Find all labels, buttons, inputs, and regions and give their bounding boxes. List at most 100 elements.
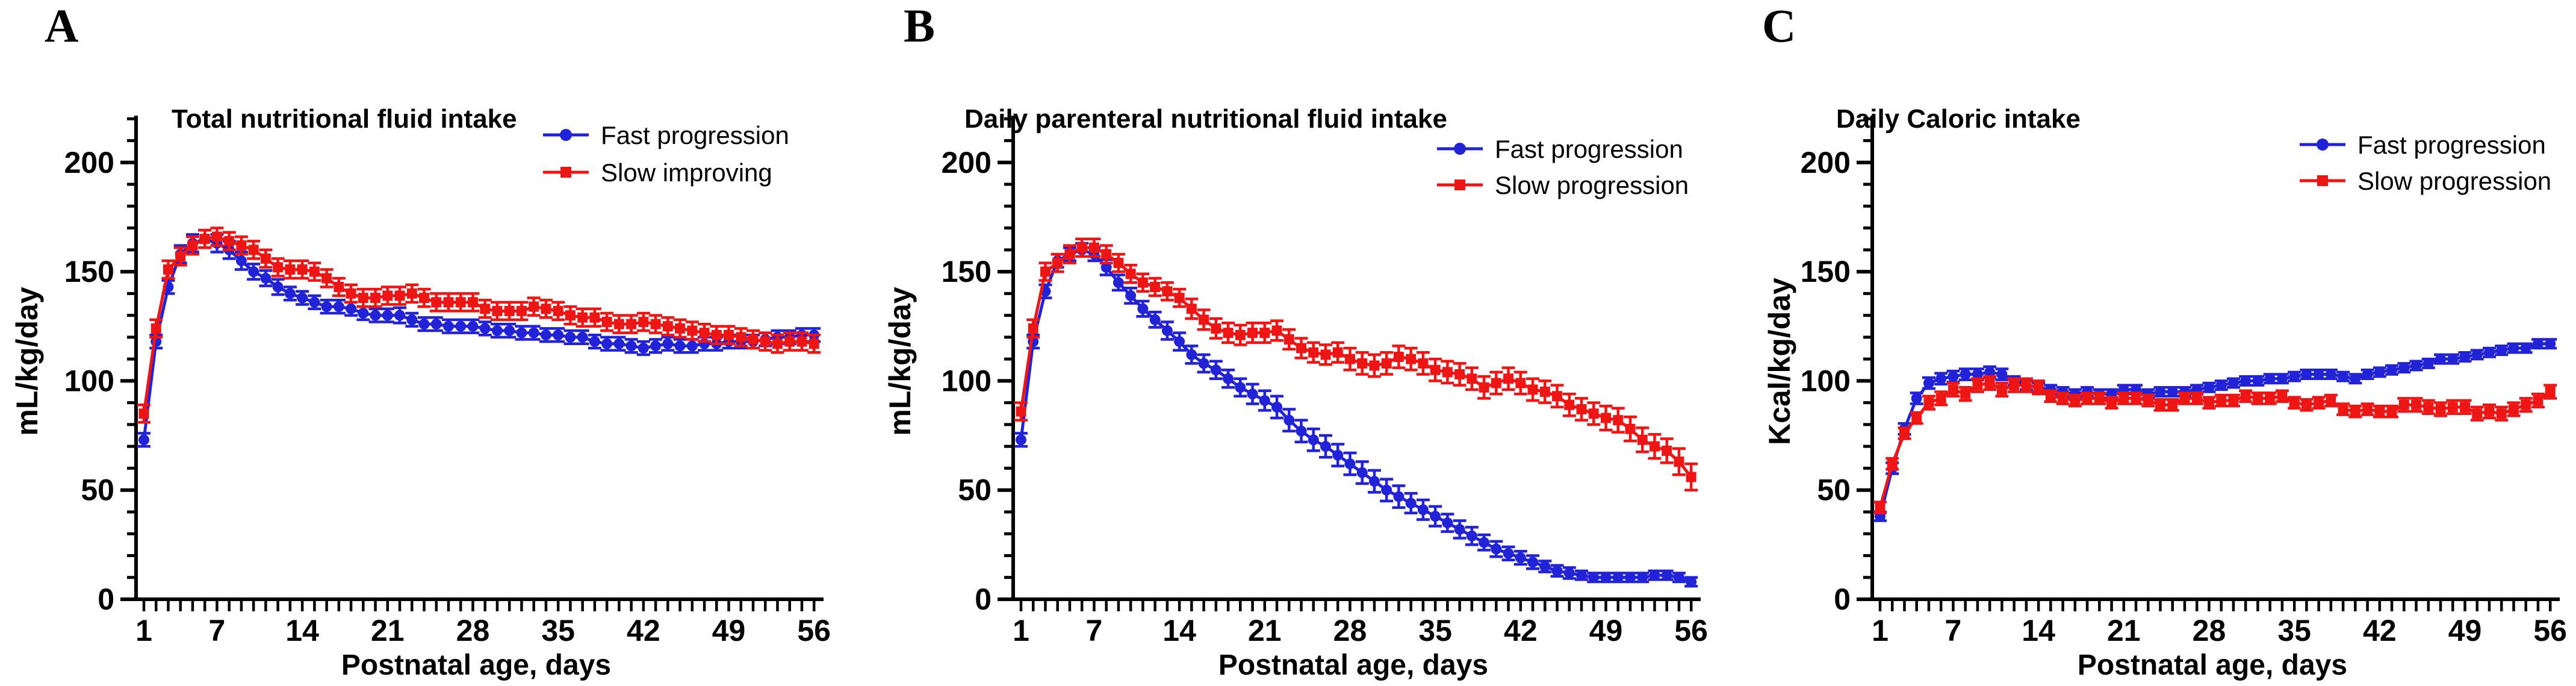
data-point-slow-improving (443, 297, 454, 308)
data-point-slow-improving (334, 281, 344, 292)
data-point-fast-progression (2338, 371, 2349, 382)
data-point-slow-progression (2374, 406, 2385, 417)
legend-label: Fast progression (1495, 135, 1683, 163)
data-point-slow-improving (589, 312, 600, 323)
data-point-slow-progression (2021, 380, 2032, 391)
data-point-fast-progression (2313, 369, 2324, 380)
legend-circle-marker-icon (2317, 139, 2329, 151)
data-point-slow-progression (1662, 445, 1672, 456)
data-point-slow-progression (1247, 328, 1258, 338)
data-point-fast-progression (625, 340, 637, 352)
data-point-slow-progression (1296, 343, 1307, 354)
x-axis-label: Postnatal age, days (1218, 649, 1488, 681)
data-point-slow-progression (1235, 329, 1246, 340)
data-point-slow-improving (151, 323, 161, 334)
data-point-slow-improving (662, 321, 673, 332)
data-point-fast-progression (1100, 261, 1112, 273)
y-axis-minor-ticks (127, 117, 136, 579)
data-point-slow-progression (1174, 293, 1185, 304)
data-point-slow-progression (1040, 266, 1051, 277)
y-tick-label: 0 (98, 582, 114, 616)
y-axis-label: Kcal/kg/day (1763, 278, 1796, 445)
panel-b: B 0 50 100 150 200 1 7 14 21 28 35 42 49 56 Daily pare… (859, 0, 1718, 686)
data-point-slow-improving (529, 301, 539, 312)
data-point-slow-improving (638, 316, 649, 327)
data-point-fast-progression (613, 338, 625, 349)
data-point-slow-progression (2301, 399, 2312, 410)
x-tick-label: 1 (135, 614, 152, 647)
data-point-fast-progression (1174, 336, 1185, 348)
legend-label: Fast progression (601, 121, 789, 149)
y-tick-label: 0 (975, 582, 992, 616)
data-point-slow-progression (2252, 393, 2263, 404)
data-point-fast-progression (346, 303, 357, 314)
data-point-slow-progression (1527, 384, 1538, 395)
data-point-fast-progression (321, 301, 332, 313)
data-point-slow-improving (565, 310, 576, 321)
data-point-fast-progression (601, 338, 613, 349)
data-point-slow-progression (2362, 404, 2373, 415)
data-point-slow-improving (199, 234, 210, 245)
data-point-slow-progression (1674, 457, 1684, 467)
data-point-fast-progression (455, 320, 467, 332)
data-point-slow-progression (1588, 408, 1599, 419)
data-point-fast-progression (394, 310, 406, 321)
data-point-fast-progression (686, 340, 698, 352)
data-point-slow-progression (1515, 378, 1526, 388)
data-point-fast-progression (370, 310, 381, 321)
data-point-slow-progression (1911, 413, 1922, 423)
data-point-slow-progression (2411, 399, 2422, 410)
data-point-fast-progression (333, 301, 344, 313)
y-tick-label: 200 (1801, 146, 1851, 179)
data-point-fast-progression (528, 327, 539, 338)
data-point-slow-progression (2082, 393, 2093, 404)
x-tick-label: 35 (1418, 614, 1452, 647)
legend-item-fast-progression: Fast progression (2300, 131, 2546, 159)
data-point-slow-progression (2521, 399, 2531, 410)
data-point-fast-progression (248, 266, 259, 278)
data-point-slow-progression (2447, 402, 2458, 413)
data-point-slow-progression (2191, 393, 2202, 404)
x-tick-label: 1 (1872, 614, 1889, 647)
data-point-slow-progression (2228, 395, 2239, 406)
data-point-slow-progression (1137, 277, 1148, 288)
data-point-slow-improving (675, 323, 686, 334)
data-point-slow-improving (808, 338, 819, 349)
chart-title: Total nutritional fluid intake (172, 104, 517, 134)
x-tick-label: 21 (1248, 614, 1282, 647)
data-point-fast-progression (1972, 369, 1983, 380)
data-point-fast-progression (1186, 349, 1197, 360)
data-point-fast-progression (2484, 347, 2495, 358)
data-point-slow-progression (2423, 402, 2434, 413)
data-point-slow-progression (1960, 388, 1971, 399)
data-point-slow-improving (687, 325, 698, 336)
data-point-slow-progression (1984, 378, 1995, 388)
data-point-fast-progression (662, 338, 674, 349)
data-point-slow-improving (613, 319, 624, 329)
data-point-slow-progression (2033, 382, 2044, 393)
x-tick-label: 56 (2533, 614, 2567, 647)
data-point-slow-progression (2350, 406, 2360, 417)
data-point-fast-progression (1016, 434, 1026, 446)
data-point-slow-improving (419, 293, 430, 304)
data-point-fast-progression (1393, 491, 1404, 502)
data-point-fast-progression (1149, 314, 1161, 325)
data-point-slow-improving (772, 338, 783, 349)
legend-label: Slow progression (2357, 167, 2551, 195)
x-tick-label: 49 (712, 614, 746, 647)
data-point-fast-progression (1161, 325, 1173, 336)
data-point-fast-progression (2545, 338, 2556, 349)
data-point-slow-improving (273, 262, 284, 273)
data-point-fast-progression (430, 319, 442, 330)
data-point-slow-progression (1539, 387, 1550, 398)
data-point-slow-improving (321, 273, 332, 284)
data-point-slow-improving (236, 240, 247, 251)
x-axis-label: Postnatal age, days (341, 649, 611, 681)
data-point-fast-progression (1235, 382, 1246, 393)
data-point-fast-progression (1960, 369, 1971, 380)
data-point-slow-progression (1625, 423, 1636, 434)
x-tick-label: 49 (2448, 614, 2482, 647)
data-point-fast-progression (1649, 570, 1660, 581)
data-point-fast-progression (491, 325, 503, 336)
data-point-fast-progression (1479, 537, 1490, 548)
